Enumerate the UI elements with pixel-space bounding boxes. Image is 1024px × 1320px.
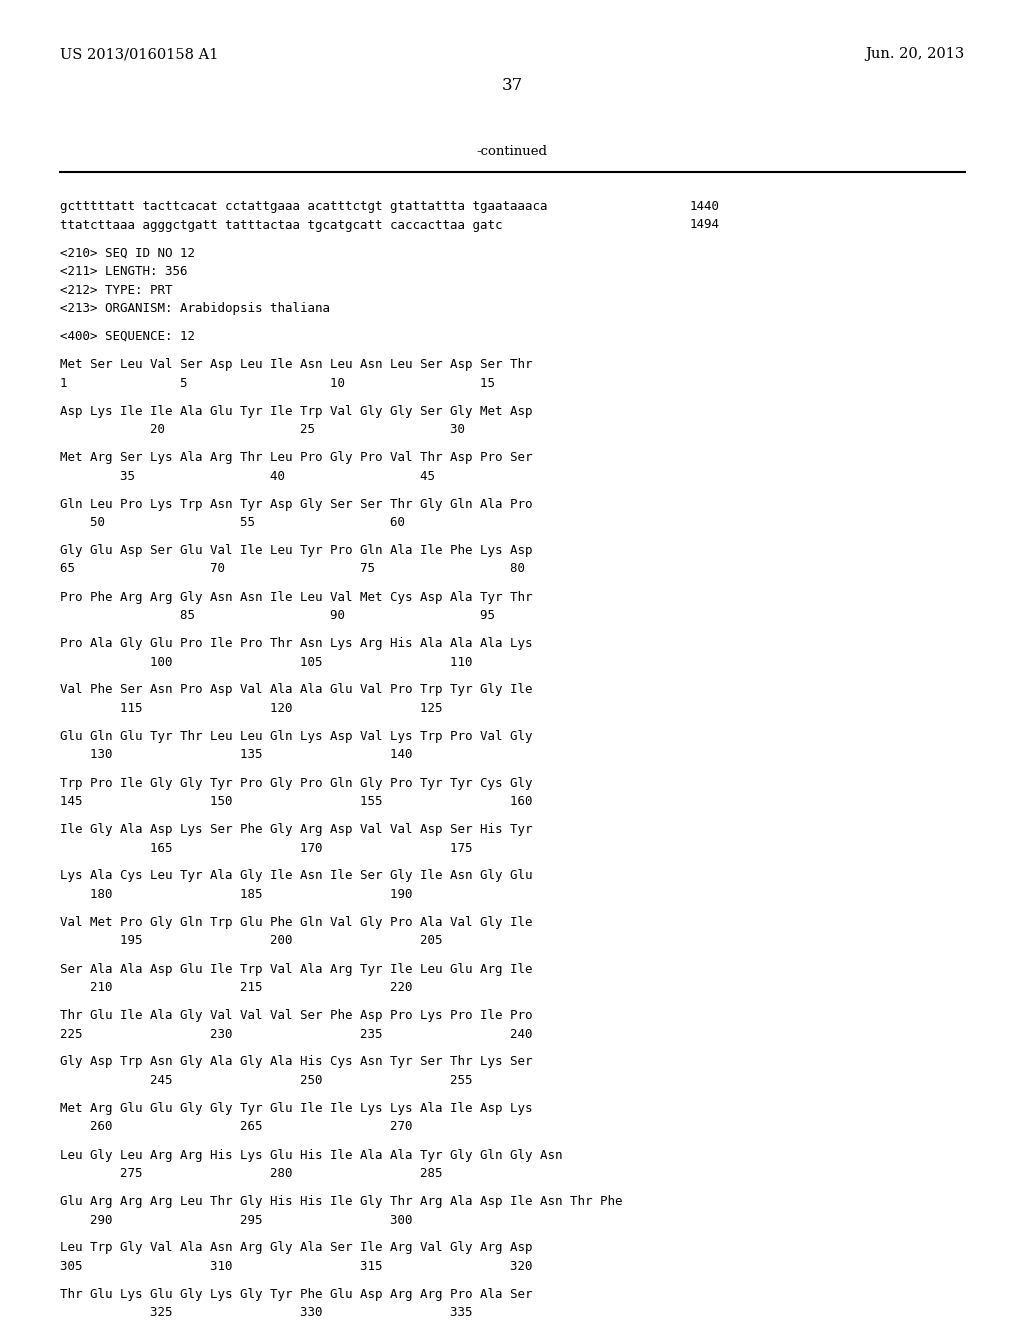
Text: 290                 295                 300: 290 295 300	[60, 1213, 413, 1226]
Text: 100                 105                 110: 100 105 110	[60, 656, 472, 668]
Text: 260                 265                 270: 260 265 270	[60, 1121, 413, 1134]
Text: 180                 185                 190: 180 185 190	[60, 888, 413, 902]
Text: 130                 135                 140: 130 135 140	[60, 748, 413, 762]
Text: Ile Gly Ala Asp Lys Ser Phe Gly Arg Asp Val Val Asp Ser His Tyr: Ile Gly Ala Asp Lys Ser Phe Gly Arg Asp …	[60, 822, 532, 836]
Text: Val Phe Ser Asn Pro Asp Val Ala Ala Glu Val Pro Trp Tyr Gly Ile: Val Phe Ser Asn Pro Asp Val Ala Ala Glu …	[60, 684, 532, 697]
Text: Glu Arg Arg Arg Leu Thr Gly His His Ile Gly Thr Arg Ala Asp Ile Asn Thr Phe: Glu Arg Arg Arg Leu Thr Gly His His Ile …	[60, 1195, 623, 1208]
Text: 325                 330                 335: 325 330 335	[60, 1307, 472, 1320]
Text: 245                 250                 255: 245 250 255	[60, 1074, 472, 1086]
Text: Trp Pro Ile Gly Gly Tyr Pro Gly Pro Gln Gly Pro Tyr Tyr Cys Gly: Trp Pro Ile Gly Gly Tyr Pro Gly Pro Gln …	[60, 776, 532, 789]
Text: Glu Gln Glu Tyr Thr Leu Leu Gln Lys Asp Val Lys Trp Pro Val Gly: Glu Gln Glu Tyr Thr Leu Leu Gln Lys Asp …	[60, 730, 532, 743]
Text: 1               5                   10                  15: 1 5 10 15	[60, 376, 495, 389]
Text: 275                 280                 285: 275 280 285	[60, 1167, 442, 1180]
Text: Gly Asp Trp Asn Gly Ala Gly Ala His Cys Asn Tyr Ser Thr Lys Ser: Gly Asp Trp Asn Gly Ala Gly Ala His Cys …	[60, 1056, 532, 1068]
Text: 65                  70                  75                  80: 65 70 75 80	[60, 562, 525, 576]
Text: 35                  40                  45: 35 40 45	[60, 470, 435, 483]
Text: Thr Glu Lys Glu Gly Lys Gly Tyr Phe Glu Asp Arg Arg Pro Ala Ser: Thr Glu Lys Glu Gly Lys Gly Tyr Phe Glu …	[60, 1288, 532, 1302]
Text: Pro Ala Gly Glu Pro Ile Pro Thr Asn Lys Arg His Ala Ala Ala Lys: Pro Ala Gly Glu Pro Ile Pro Thr Asn Lys …	[60, 638, 532, 649]
Text: 115                 120                 125: 115 120 125	[60, 702, 442, 715]
Text: <212> TYPE: PRT: <212> TYPE: PRT	[60, 284, 172, 297]
Text: Val Met Pro Gly Gln Trp Glu Phe Gln Val Gly Pro Ala Val Gly Ile: Val Met Pro Gly Gln Trp Glu Phe Gln Val …	[60, 916, 532, 929]
Text: Jun. 20, 2013: Jun. 20, 2013	[865, 48, 965, 61]
Text: 225                 230                 235                 240: 225 230 235 240	[60, 1027, 532, 1040]
Text: Pro Phe Arg Arg Gly Asn Asn Ile Leu Val Met Cys Asp Ala Tyr Thr: Pro Phe Arg Arg Gly Asn Asn Ile Leu Val …	[60, 590, 532, 603]
Text: Met Ser Leu Val Ser Asp Leu Ile Asn Leu Asn Leu Ser Asp Ser Thr: Met Ser Leu Val Ser Asp Leu Ile Asn Leu …	[60, 358, 532, 371]
Text: 20                  25                  30: 20 25 30	[60, 422, 465, 436]
Text: 195                 200                 205: 195 200 205	[60, 935, 442, 948]
Text: Met Arg Ser Lys Ala Arg Thr Leu Pro Gly Pro Val Thr Asp Pro Ser: Met Arg Ser Lys Ala Arg Thr Leu Pro Gly …	[60, 451, 532, 465]
Text: <213> ORGANISM: Arabidopsis thaliana: <213> ORGANISM: Arabidopsis thaliana	[60, 302, 330, 315]
Text: gctttttatt tacttcacat cctattgaaa acatttctgt gtattattta tgaataaaca: gctttttatt tacttcacat cctattgaaa acatttc…	[60, 201, 548, 213]
Text: Thr Glu Ile Ala Gly Val Val Val Ser Phe Asp Pro Lys Pro Ile Pro: Thr Glu Ile Ala Gly Val Val Val Ser Phe …	[60, 1008, 532, 1022]
Text: Lys Ala Cys Leu Tyr Ala Gly Ile Asn Ile Ser Gly Ile Asn Gly Glu: Lys Ala Cys Leu Tyr Ala Gly Ile Asn Ile …	[60, 870, 532, 883]
Text: 50                  55                  60: 50 55 60	[60, 516, 406, 529]
Text: Gln Leu Pro Lys Trp Asn Tyr Asp Gly Ser Ser Thr Gly Gln Ala Pro: Gln Leu Pro Lys Trp Asn Tyr Asp Gly Ser …	[60, 498, 532, 511]
Text: <211> LENGTH: 356: <211> LENGTH: 356	[60, 265, 187, 279]
Text: 165                 170                 175: 165 170 175	[60, 842, 472, 854]
Text: 1440: 1440	[690, 201, 720, 213]
Text: 145                 150                 155                 160: 145 150 155 160	[60, 795, 532, 808]
Text: <400> SEQUENCE: 12: <400> SEQUENCE: 12	[60, 330, 195, 343]
Text: 210                 215                 220: 210 215 220	[60, 981, 413, 994]
Text: Leu Gly Leu Arg Arg His Lys Glu His Ile Ala Ala Tyr Gly Gln Gly Asn: Leu Gly Leu Arg Arg His Lys Glu His Ile …	[60, 1148, 562, 1162]
Text: 305                 310                 315                 320: 305 310 315 320	[60, 1261, 532, 1272]
Text: ttatcttaaa agggctgatt tatttactaa tgcatgcatt caccacttaa gatc: ttatcttaaa agggctgatt tatttactaa tgcatgc…	[60, 219, 503, 231]
Text: 1494: 1494	[690, 219, 720, 231]
Text: Ser Ala Ala Asp Glu Ile Trp Val Ala Arg Tyr Ile Leu Glu Arg Ile: Ser Ala Ala Asp Glu Ile Trp Val Ala Arg …	[60, 962, 532, 975]
Text: Leu Trp Gly Val Ala Asn Arg Gly Ala Ser Ile Arg Val Gly Arg Asp: Leu Trp Gly Val Ala Asn Arg Gly Ala Ser …	[60, 1242, 532, 1254]
Text: Asp Lys Ile Ile Ala Glu Tyr Ile Trp Val Gly Gly Ser Gly Met Asp: Asp Lys Ile Ile Ala Glu Tyr Ile Trp Val …	[60, 404, 532, 417]
Text: 85                  90                  95: 85 90 95	[60, 609, 495, 622]
Text: 37: 37	[502, 77, 522, 94]
Text: -continued: -continued	[476, 145, 548, 158]
Text: <210> SEQ ID NO 12: <210> SEQ ID NO 12	[60, 247, 195, 260]
Text: Gly Glu Asp Ser Glu Val Ile Leu Tyr Pro Gln Ala Ile Phe Lys Asp: Gly Glu Asp Ser Glu Val Ile Leu Tyr Pro …	[60, 544, 532, 557]
Text: US 2013/0160158 A1: US 2013/0160158 A1	[60, 48, 218, 61]
Text: Met Arg Glu Glu Gly Gly Tyr Glu Ile Ile Lys Lys Ala Ile Asp Lys: Met Arg Glu Glu Gly Gly Tyr Glu Ile Ile …	[60, 1102, 532, 1115]
